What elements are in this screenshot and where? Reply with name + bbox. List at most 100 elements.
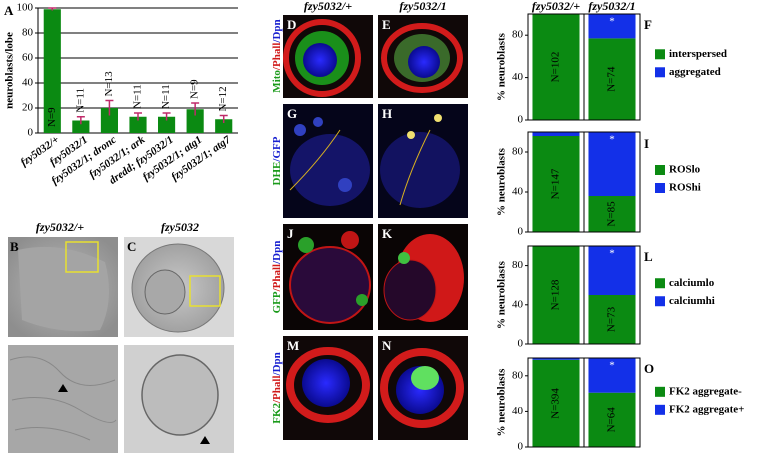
n-label: N=11 (132, 84, 144, 109)
legend-swatch (655, 296, 665, 307)
significance-label: * (609, 248, 615, 260)
row-label-part: /Dpn (271, 241, 283, 265)
y-tick-label: 80 (512, 29, 524, 41)
n-label: N=13 (103, 71, 115, 97)
legend-swatch (655, 49, 665, 60)
bar (129, 116, 147, 133)
row-label: DHE/GFP (271, 136, 283, 185)
column-header: fzy5032/+ (532, 0, 580, 13)
panel-letter: E (382, 17, 391, 32)
n-label: N=394 (550, 388, 562, 419)
bar-segment (588, 246, 636, 295)
image-header: fzy5032 (161, 220, 199, 234)
image-header: fzy5032/+ (36, 220, 84, 234)
legend-swatch (655, 67, 665, 78)
bar-segment (532, 358, 580, 360)
y-tick-label: 0 (518, 441, 524, 453)
y-tick-label: 80 (22, 27, 34, 39)
y-axis-label: % neuroblasts (496, 32, 508, 101)
row-label: GFP/Phall/Dpn (271, 241, 283, 314)
row-label-part: /Phall (271, 375, 283, 404)
y-tick-label: 40 (512, 71, 524, 83)
legend-label: FK2 aggregate- (669, 385, 742, 397)
bar (72, 120, 90, 133)
y-tick-label: 80 (512, 259, 524, 271)
bar-segment (532, 136, 580, 232)
bar (158, 116, 176, 133)
bar (186, 109, 204, 133)
y-axis-label: % neuroblasts (496, 368, 508, 437)
legend-label: aggregated (669, 66, 721, 78)
row-label-part: /GFP (271, 136, 283, 162)
bar-segment (588, 38, 636, 120)
panel-letter: B (10, 239, 19, 254)
n-label: N=11 (160, 84, 172, 109)
n-label: N=11 (74, 88, 86, 113)
n-label: N=73 (606, 306, 618, 332)
y-tick-label: 0 (518, 114, 524, 126)
panel-letter: O (644, 361, 654, 376)
significance-label: * (609, 134, 615, 146)
panel-letter: L (644, 249, 653, 264)
legend-swatch (655, 183, 665, 193)
bar-segment (532, 246, 580, 344)
n-label: N=12 (217, 86, 229, 111)
legend-label: FK2 aggregate+ (669, 403, 744, 415)
image-header: fzy5032/+ (304, 0, 352, 13)
row-label-part: Mito (271, 70, 283, 93)
bar (43, 9, 61, 133)
y-axis-label: neuroblasts/lobe (4, 32, 16, 109)
n-label: N=102 (550, 52, 562, 83)
y-axis-label: % neuroblasts (496, 260, 508, 329)
y-tick-label: 80 (512, 369, 524, 381)
y-tick-label: 40 (512, 405, 524, 417)
panel-letter: K (382, 226, 393, 241)
n-label: N=74 (606, 66, 618, 92)
legend-label: interspersed (669, 48, 727, 60)
y-axis-label: % neuroblasts (496, 147, 508, 216)
bar-segment (588, 295, 636, 344)
row-label-part: GFP (271, 291, 283, 313)
panel-letter: J (287, 226, 294, 241)
n-label: N=147 (550, 168, 562, 199)
y-tick-label: 40 (512, 186, 524, 198)
y-tick-label: 0 (518, 338, 524, 350)
y-tick-label: 60 (22, 52, 34, 64)
legend-swatch (655, 165, 665, 175)
panel-letter: N (382, 338, 392, 353)
panel-letter: A (4, 3, 14, 18)
legend-label: ROSlo (669, 164, 701, 176)
image-header: fzy5032/1 (399, 0, 446, 13)
em-images (8, 237, 234, 453)
row-label-part: /Phall (271, 43, 283, 72)
y-tick-label: 40 (22, 77, 34, 89)
row-label-part: FK2 (271, 402, 283, 423)
row-label-part: /Dpn (271, 352, 283, 376)
significance-label: * (609, 16, 615, 28)
row-label: FK2/Phall/Dpn (271, 352, 283, 424)
panel-letter: F (644, 17, 652, 32)
row-label-part: /Phall (271, 264, 283, 293)
bar-segment (532, 132, 580, 136)
legend-swatch (655, 386, 665, 397)
significance-label: * (609, 360, 615, 372)
column-header: fzy5032/1 (588, 0, 635, 13)
panel-letter: I (644, 136, 649, 151)
n-label: N=64 (606, 407, 618, 433)
legend-label: calciumhi (669, 295, 715, 307)
panel-letter: C (127, 239, 136, 254)
panel-letter: M (287, 338, 299, 353)
bar-segment (588, 196, 636, 232)
legend-swatch (655, 404, 665, 415)
n-label: N=85 (606, 201, 618, 227)
bar-segment (532, 14, 580, 120)
n-label: N=128 (550, 279, 562, 310)
y-tick-label: 40 (512, 298, 524, 310)
y-tick-label: 20 (22, 102, 34, 114)
legend-label: calciumlo (669, 277, 715, 289)
legend-swatch (655, 278, 665, 289)
bar (100, 108, 118, 133)
panel-letter: D (287, 17, 296, 32)
bar-segment (588, 132, 636, 196)
